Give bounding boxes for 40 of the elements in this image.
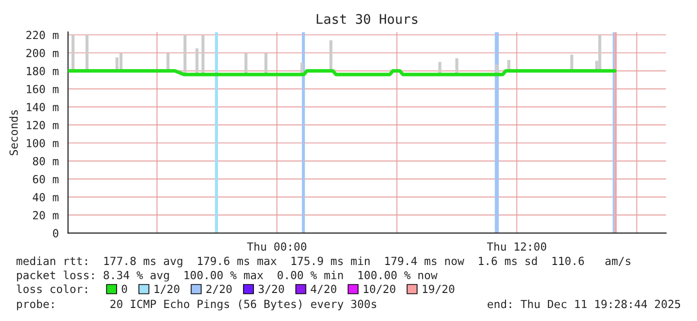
y-tick-label: 120 m (26, 120, 58, 130)
y-tick-label: 180 m (26, 66, 58, 76)
x-tick-label: Thu 12:00 (486, 242, 546, 251)
bar (244, 52, 248, 74)
y-tick-label: 20 m (33, 211, 58, 220)
bar (183, 34, 186, 74)
text: packet loss: 8.34 % avg 100.00 % max 0.00 % min 100.00 % now (17, 270, 438, 282)
bar (201, 34, 204, 74)
y-tick-label: 80 m (32, 156, 58, 166)
y-tick-label: 60 m (32, 174, 58, 184)
text: end: Thu Dec 11 19:28:44 2025 (488, 300, 680, 308)
bar (598, 34, 602, 71)
legend-label: 0 (122, 284, 128, 294)
bar (72, 34, 75, 71)
text: median rtt: 177.8 ms avg 179.6 ms max 175.9 ms min 179.4 ms now 1.6 ms sd 110.6 am/s (16, 256, 630, 268)
legend-label: 4/20 (310, 284, 336, 294)
bar (86, 34, 89, 71)
text: probe: 20 ICMP Echo Pings (56 Bytes) every 300s (17, 300, 376, 310)
y-tick-label: 160 m (26, 84, 58, 94)
y-tick-label: 220 m (26, 30, 58, 40)
legend-label: 10/20 (364, 284, 396, 294)
y-tick-label: 40 m (32, 193, 58, 202)
legend-label: 19/20 (422, 284, 454, 294)
bar (264, 52, 268, 74)
bar (438, 62, 442, 74)
bar (195, 48, 198, 74)
y-tick-label: 140 m (26, 102, 58, 112)
x-tick-label: Thu 00:00 (247, 242, 306, 251)
legend-label: 1/20 (154, 284, 180, 294)
y-axis-title: Seconds (9, 110, 18, 156)
legend-label: 2/20 (206, 284, 232, 294)
chart-title: Last 30 Hours (316, 14, 418, 24)
bar (300, 62, 304, 74)
y-tick-label: 100 m (26, 138, 58, 148)
bar (455, 58, 458, 74)
legend-label: 3/20 (258, 284, 284, 294)
legend-title: loss color: (16, 284, 87, 294)
bar (329, 40, 332, 71)
y-tick-label: 200 m (26, 48, 58, 58)
y-tick-label: 0 (53, 229, 58, 238)
